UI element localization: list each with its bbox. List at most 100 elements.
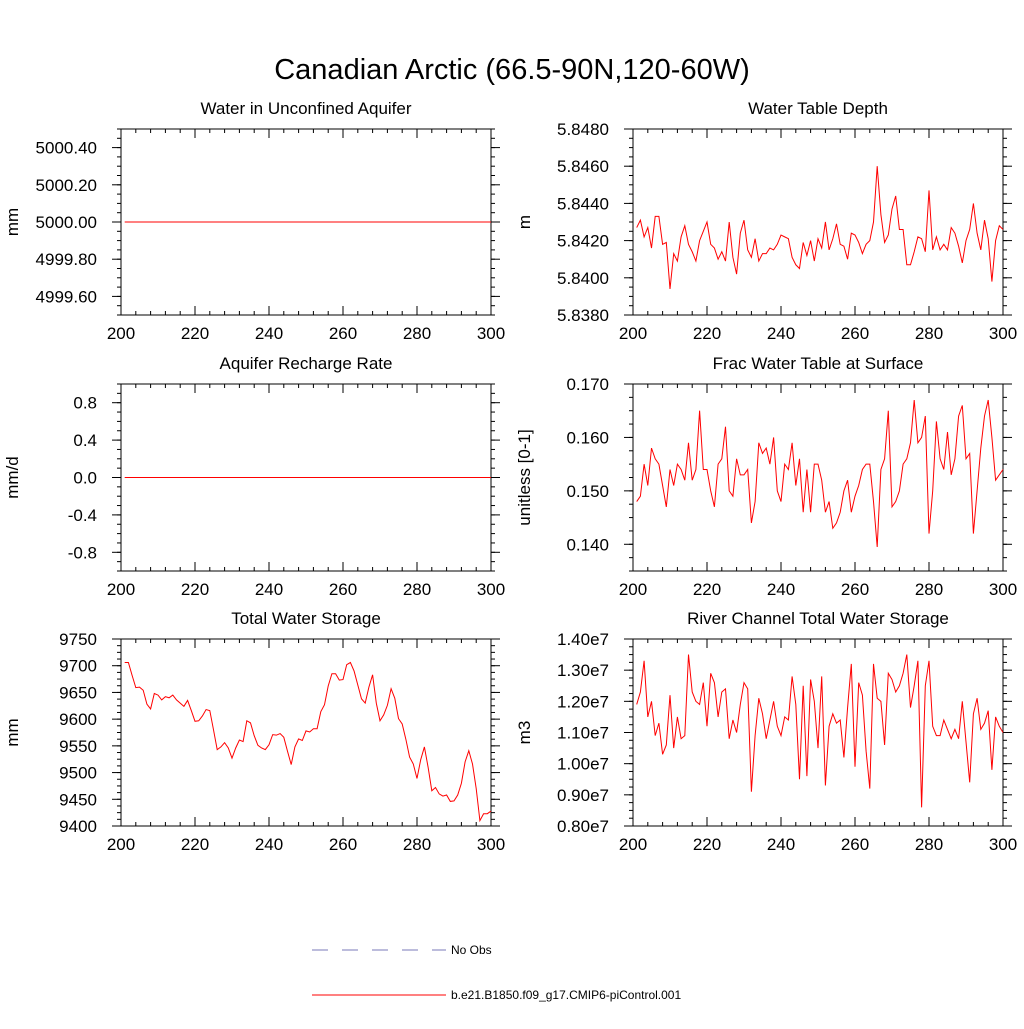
y-tick-label: 4999.60 [36, 287, 97, 306]
x-tick-label: 280 [915, 324, 943, 343]
y-tick-label: 9450 [59, 790, 97, 809]
x-tick-label: 280 [915, 580, 943, 599]
y-tick-label: 5.8460 [557, 157, 609, 176]
chart-panels: Water in Unconfined Aquifer mm 200 220 240 26… [3, 99, 1017, 854]
y-tick-label: 0.0 [73, 469, 97, 488]
y-tick-label: 5000.40 [36, 139, 97, 158]
y-tick-label: 5.8480 [557, 120, 609, 139]
panel-2: Water Table Depth m 200 220 240 260 280 300 5.83… [515, 99, 1017, 343]
y-tick-label: 9750 [59, 630, 97, 649]
x-tick-label: 300 [477, 580, 505, 599]
y-tick-label: 5000.00 [36, 213, 97, 232]
y-tick-label: 9600 [59, 710, 97, 729]
panel-title: Aquifer Recharge Rate [220, 354, 393, 373]
y-tick-label: 0.4 [73, 431, 97, 450]
x-tick-label: 280 [915, 835, 943, 854]
x-tick-label: 260 [841, 580, 869, 599]
legend-label-model: b.e21.B1850.f09_g17.CMIP6-piControl.001 [451, 988, 681, 1002]
y-tick-label: 9500 [59, 764, 97, 783]
x-tick-label: 220 [693, 580, 721, 599]
x-tick-label: 240 [255, 835, 283, 854]
x-tick-label: 200 [107, 580, 135, 599]
y-tick-label: 1.40e7 [557, 630, 609, 649]
x-tick-label: 240 [767, 835, 795, 854]
y-tick-label: 1.20e7 [557, 692, 609, 711]
y-tick-label: 5.8440 [557, 194, 609, 213]
y-tick-label: 4999.80 [36, 250, 97, 269]
y-tick-label: 9650 [59, 683, 97, 702]
y-tick-label: -0.4 [68, 506, 97, 525]
panel-title: Frac Water Table at Surface [713, 354, 924, 373]
series-line [636, 399, 1004, 548]
panel-title: Water in Unconfined Aquifer [200, 99, 411, 118]
x-tick-label: 220 [181, 835, 209, 854]
y-axis-label: unitless [0-1] [515, 429, 534, 525]
x-tick-label: 300 [989, 835, 1017, 854]
panel-1: Water in Unconfined Aquifer mm 200 220 240 26… [3, 99, 505, 343]
y-tick-label: 9550 [59, 737, 97, 756]
y-axis-label: mm [3, 718, 22, 746]
plot-frame [632, 638, 1004, 827]
x-tick-label: 240 [255, 580, 283, 599]
x-tick-label: 200 [107, 324, 135, 343]
x-tick-label: 240 [255, 324, 283, 343]
legend: No Obs b.e21.B1850.f09_g17.CMIP6-piContr… [312, 943, 681, 1002]
x-tick-label: 300 [477, 324, 505, 343]
y-axis-label: m3 [515, 721, 534, 745]
y-tick-label: 5.8400 [557, 269, 609, 288]
y-tick-label: 9400 [59, 817, 97, 836]
y-tick-label: 5.8420 [557, 232, 609, 251]
panel-3: Aquifer Recharge Rate mm/d 200 220 240 260 280… [3, 354, 505, 599]
series-line [124, 661, 492, 823]
y-axis-label: mm/d [3, 456, 22, 499]
y-tick-label: 1.30e7 [557, 661, 609, 680]
y-tick-label: 0.90e7 [557, 786, 609, 805]
x-tick-label: 220 [181, 580, 209, 599]
x-tick-label: 200 [107, 835, 135, 854]
x-tick-label: 240 [767, 324, 795, 343]
x-tick-label: 260 [329, 324, 357, 343]
x-tick-label: 260 [841, 835, 869, 854]
panel-title: Total Water Storage [231, 609, 381, 628]
plot-frame [632, 383, 1004, 572]
x-tick-label: 260 [329, 580, 357, 599]
figure-title: Canadian Arctic (66.5-90N,120-60W) [274, 54, 750, 86]
y-axis-label: mm [3, 208, 22, 236]
series-line [636, 654, 1004, 808]
y-tick-label: -0.8 [68, 543, 97, 562]
y-tick-label: 0.140 [566, 535, 609, 554]
legend-label-no-obs: No Obs [451, 943, 492, 957]
x-tick-label: 280 [403, 835, 431, 854]
x-tick-label: 200 [619, 580, 647, 599]
x-tick-label: 280 [403, 580, 431, 599]
x-tick-label: 200 [619, 324, 647, 343]
panel-6: River Channel Total Water Storage m3 200 22… [515, 609, 1017, 854]
x-tick-label: 220 [181, 324, 209, 343]
y-tick-label: 0.80e7 [557, 817, 609, 836]
x-tick-label: 300 [989, 580, 1017, 599]
y-tick-label: 0.170 [566, 375, 609, 394]
y-tick-label: 0.8 [73, 394, 97, 413]
x-tick-label: 280 [403, 324, 431, 343]
y-tick-label: 9700 [59, 657, 97, 676]
x-tick-label: 260 [329, 835, 357, 854]
y-tick-label: 5.8380 [557, 306, 609, 325]
series-line [636, 166, 1004, 290]
x-tick-label: 200 [619, 835, 647, 854]
panel-title: Water Table Depth [748, 99, 888, 118]
y-tick-label: 1.10e7 [557, 724, 609, 743]
panel-5: Total Water Storage mm 200 220 240 260 280 300 9… [3, 609, 505, 854]
x-tick-label: 300 [477, 835, 505, 854]
x-tick-label: 260 [841, 324, 869, 343]
y-axis-label: m [515, 215, 534, 229]
x-tick-label: 300 [989, 324, 1017, 343]
panel-title: River Channel Total Water Storage [687, 609, 949, 628]
plot-frame [632, 128, 1004, 316]
panel-4: Frac Water Table at Surface unitless [0-1… [515, 354, 1017, 599]
plot-frame [120, 638, 492, 827]
y-tick-label: 0.160 [566, 428, 609, 447]
x-tick-label: 220 [693, 324, 721, 343]
y-tick-label: 1.00e7 [557, 755, 609, 774]
